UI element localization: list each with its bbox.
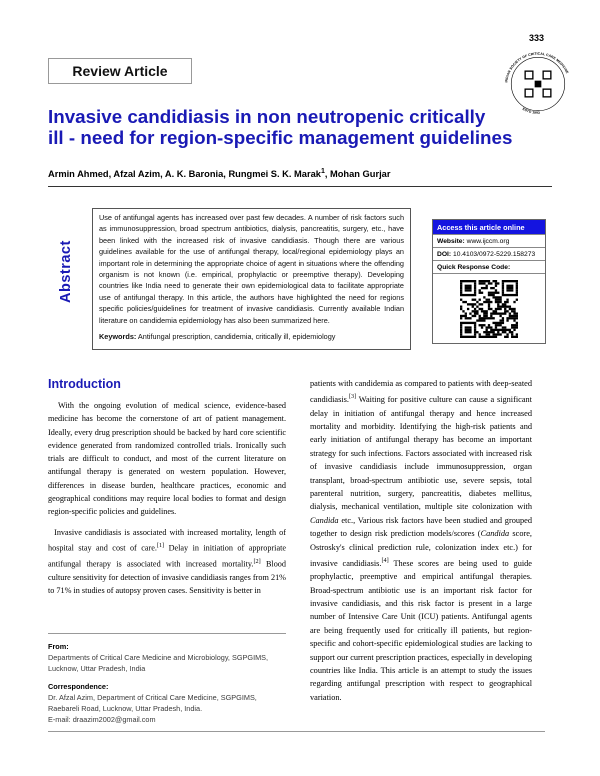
svg-text:INDIAN SOCIETY OF CRITICAL CAR: INDIAN SOCIETY OF CRITICAL CARE MEDICINE [504,52,569,83]
